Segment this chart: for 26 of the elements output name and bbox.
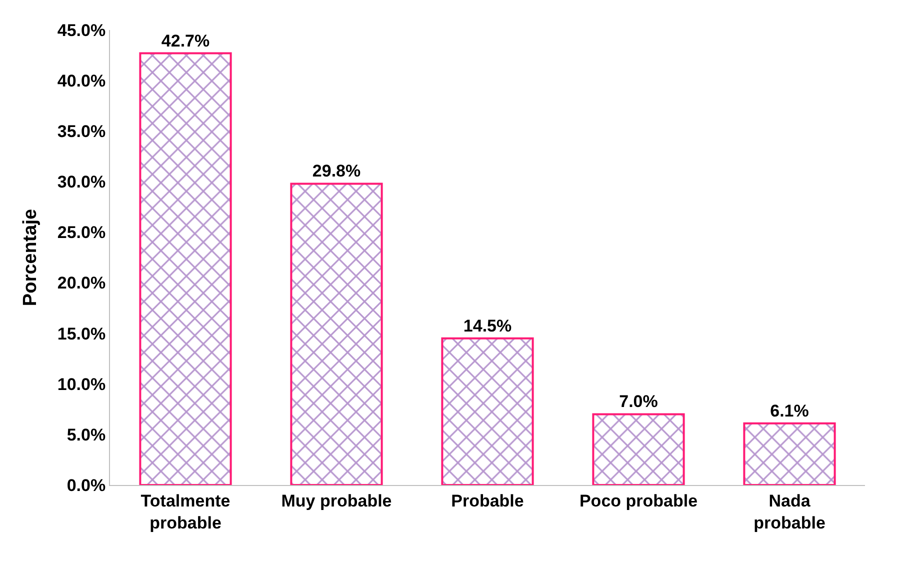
y-axis-title: Porcentaje xyxy=(20,208,42,306)
y-tick-label: 20.0% xyxy=(57,274,106,293)
y-tick-label: 0.0% xyxy=(66,476,106,495)
y-tick-label: 35.0% xyxy=(57,122,106,142)
bar xyxy=(290,182,383,485)
y-tick-label: 30.0% xyxy=(57,172,106,192)
x-tick-label: Totalmente probable xyxy=(140,491,230,532)
bar xyxy=(743,422,836,485)
y-tick-label: 25.0% xyxy=(57,223,106,242)
text: 7.0% xyxy=(619,392,658,412)
y-tick-label: 15.0% xyxy=(57,324,106,344)
x-tick-label: Nada probable xyxy=(754,491,826,532)
bar xyxy=(592,413,685,485)
x-tick-label: Poco probable xyxy=(579,491,698,510)
x-tick-label: Probable xyxy=(451,491,524,510)
text: 6.1% xyxy=(770,401,809,420)
text: 29.8% xyxy=(312,162,361,181)
y-tick-label: 10.0% xyxy=(57,374,106,394)
bar xyxy=(139,52,232,485)
bar xyxy=(441,337,534,485)
y-tick-label: 5.0% xyxy=(66,425,106,444)
text: 42.7% xyxy=(161,31,210,50)
y-tick-label: 40.0% xyxy=(57,72,106,91)
text: 14.5% xyxy=(463,316,512,336)
y-tick-label: 45.0% xyxy=(57,20,106,40)
x-tick-label: Muy probable xyxy=(281,491,392,510)
